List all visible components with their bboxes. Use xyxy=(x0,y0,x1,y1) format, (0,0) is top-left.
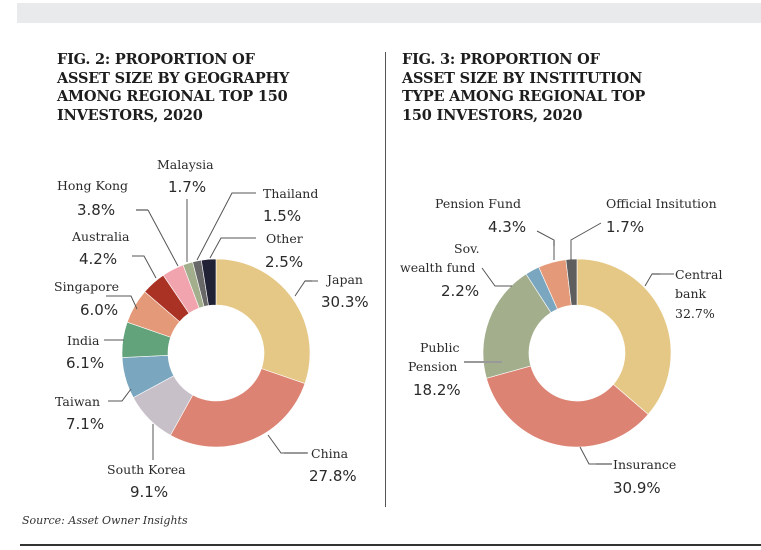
fig3-title: FIG. 3: PROPORTION OF ASSET SIZE BY INST… xyxy=(402,51,645,125)
value-pension-fund: 4.3% xyxy=(488,218,526,236)
fig3-leader-lines xyxy=(464,222,674,465)
value-public-pension: 18.2% xyxy=(413,381,461,399)
leader-sov-wealth-fund xyxy=(481,267,512,287)
label-hong-kong: Hong Kong xyxy=(57,178,128,193)
value-singapore: 6.0% xyxy=(80,301,118,319)
label-public-pension-line2: Pension xyxy=(408,359,457,374)
value-south-korea: 9.1% xyxy=(130,483,168,501)
label-thailand: Thailand xyxy=(263,186,318,201)
fig2-title: FIG. 2: PROPORTION OF ASSET SIZE BY GEOG… xyxy=(57,51,289,125)
label-sov-wealth-fund-line1: Sov. xyxy=(454,241,480,256)
label-india: India xyxy=(67,333,100,348)
value-central-bank: 32.7% xyxy=(675,306,715,321)
fig2-title-line: AMONG REGIONAL TOP 150 xyxy=(57,88,288,105)
leader-australia xyxy=(132,255,157,279)
leader-official-institution xyxy=(570,222,602,260)
value-thailand: 1.5% xyxy=(263,207,301,225)
label-south-korea: South Korea xyxy=(107,462,186,477)
leader-insurance xyxy=(579,446,612,465)
slice-other xyxy=(200,258,217,306)
value-japan: 30.3% xyxy=(321,293,369,311)
fig2-donut xyxy=(121,258,311,448)
leader-china xyxy=(267,434,308,454)
leader-pension-fund xyxy=(536,230,555,260)
slice-china xyxy=(170,368,306,448)
label-australia: Australia xyxy=(71,229,130,244)
slice-central-bank xyxy=(576,258,672,415)
fig3-title-line: 150 INVESTORS, 2020 xyxy=(402,106,583,124)
source-note: Source: Asset Owner Insights xyxy=(22,514,188,527)
leader-hong-kong-line xyxy=(147,209,179,267)
slice-official-insitution xyxy=(565,258,578,306)
fig3-title-line: TYPE AMONG REGIONAL TOP xyxy=(402,88,646,105)
fig2-title-line: INVESTORS, 2020 xyxy=(57,106,203,124)
slice-insurance xyxy=(486,365,649,448)
fig3-donut xyxy=(482,258,672,448)
label-sov-wealth-fund-line2: wealth fund xyxy=(400,260,475,275)
leader-singapore xyxy=(106,295,138,310)
slice-japan xyxy=(215,258,311,384)
column-divider xyxy=(385,52,386,507)
fig2-title-line: FIG. 2: PROPORTION OF xyxy=(57,51,255,68)
value-china: 27.8% xyxy=(309,467,357,485)
fig2-labels: Japan 30.3% China 27.8% South Korea 9.1%… xyxy=(54,157,369,501)
bottom-rule xyxy=(20,544,761,546)
fig2-title-line: ASSET SIZE BY GEOGRAPHY xyxy=(57,69,290,87)
label-china: China xyxy=(311,446,349,461)
label-japan: Japan xyxy=(325,272,363,287)
value-malaysia: 1.7% xyxy=(168,178,206,196)
label-malaysia: Malaysia xyxy=(157,157,214,172)
leader-japan xyxy=(294,280,318,297)
leader-central-bank xyxy=(644,273,674,287)
fig2-leader-lines xyxy=(104,192,318,460)
label-insurance: Insurance xyxy=(613,457,676,472)
value-india: 6.1% xyxy=(66,354,104,372)
label-taiwan: Taiwan xyxy=(55,394,100,409)
fig3-title-line: FIG. 3: PROPORTION OF xyxy=(402,51,600,68)
value-insurance: 30.9% xyxy=(613,479,661,497)
label-pension-fund: Pension Fund xyxy=(435,196,521,211)
label-central-bank-line1: Central xyxy=(675,267,722,282)
value-taiwan: 7.1% xyxy=(66,415,104,433)
value-hong-kong: 3.8% xyxy=(77,201,115,219)
fig3-labels: Central bank 32.7% Insurance 30.9% Publi… xyxy=(400,196,722,497)
label-singapore: Singapore xyxy=(54,279,119,294)
label-other: Other xyxy=(266,231,303,246)
value-other: 2.5% xyxy=(265,253,303,271)
value-official-institution: 1.7% xyxy=(606,218,644,236)
top-banner-bar xyxy=(17,3,761,23)
value-australia: 4.2% xyxy=(79,250,117,268)
value-sov-wealth-fund: 2.2% xyxy=(441,282,479,300)
leader-other xyxy=(209,237,256,259)
label-central-bank-line2: bank xyxy=(675,286,707,301)
label-public-pension-line1: Public xyxy=(420,340,459,355)
label-official-institution: Official Insitution xyxy=(606,196,717,211)
fig3-title-line: ASSET SIZE BY INSTITUTION xyxy=(402,69,643,87)
leader-taiwan xyxy=(108,388,132,402)
leader-thailand xyxy=(196,192,256,261)
